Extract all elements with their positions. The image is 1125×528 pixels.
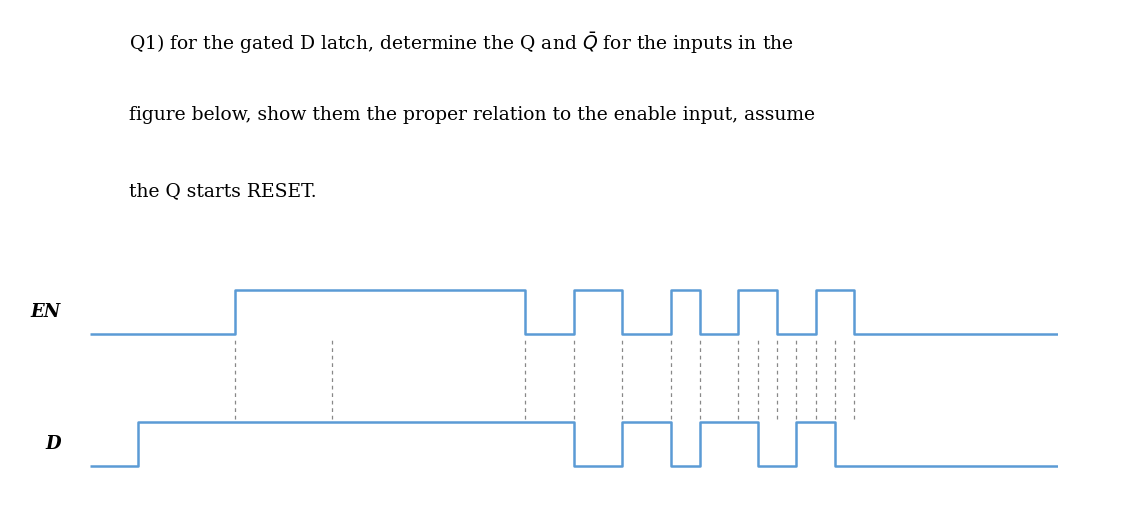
Text: figure below, show them the proper relation to the enable input, assume: figure below, show them the proper relat… [129,107,816,125]
Text: D: D [45,435,61,453]
Text: Q1) for the gated D latch, determine the Q and $\bar{Q}$ for the inputs in the: Q1) for the gated D latch, determine the… [129,31,794,56]
Text: the Q starts RESET.: the Q starts RESET. [129,183,317,201]
Text: EN: EN [30,303,61,321]
